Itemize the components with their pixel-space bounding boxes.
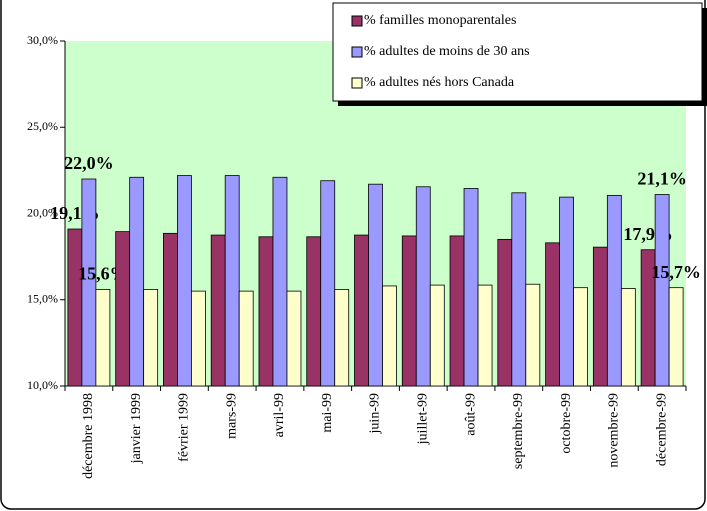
y-tick-label: 30,0% [27, 33, 58, 47]
bar [286, 290, 302, 387]
x-tick-label: octobre-99 [559, 393, 574, 454]
bar [573, 287, 588, 387]
bar [306, 236, 322, 387]
legend-label: % adultes de moins de 30 ans [364, 44, 530, 59]
legend-swatch [351, 15, 363, 27]
legend-box [332, 2, 703, 102]
x-tick-label: mars-99 [224, 393, 239, 439]
bar [477, 284, 493, 387]
bar [606, 194, 622, 387]
bar [463, 188, 479, 387]
bar [545, 242, 560, 387]
plot-area: 10,0%15,0%20,0%25,0%30,0%décembre 199819… [27, 33, 701, 479]
bar [191, 290, 206, 387]
legend-swatch [351, 46, 363, 58]
bar [177, 175, 192, 387]
bar [525, 283, 541, 387]
bar [115, 231, 131, 387]
bar [143, 288, 159, 387]
bar [415, 186, 431, 387]
bar [592, 246, 608, 387]
bar [210, 234, 226, 387]
bar [354, 234, 369, 387]
y-tick-label: 10,0% [27, 378, 58, 392]
y-tick-label: 15,0% [27, 292, 58, 306]
legend-swatch [351, 77, 363, 89]
legend: % familles monoparentales % adultes de mo… [332, 2, 707, 106]
x-tick-label: juillet-99 [415, 393, 430, 445]
x-tick-label: juin-99 [368, 393, 383, 434]
bar [320, 180, 336, 387]
bar [163, 232, 178, 387]
bar [95, 288, 111, 387]
x-tick-label: décembre-99 [654, 393, 669, 466]
bar [129, 176, 145, 387]
bar [224, 175, 240, 387]
y-tick-label: 25,0% [27, 119, 58, 133]
x-tick-label: avril-99 [272, 393, 287, 437]
x-tick-label: janvier 1999 [129, 393, 144, 464]
data-label: 21,1% [637, 169, 687, 189]
x-tick-label: mai-99 [320, 393, 335, 433]
y-tick-label: 20,0% [27, 205, 58, 219]
legend-label: % familles monoparentales [364, 13, 516, 28]
x-tick-label: août-99 [463, 393, 478, 436]
bar [449, 235, 465, 387]
bar [382, 285, 397, 387]
x-tick-label: février 1999 [177, 393, 192, 462]
bar [620, 288, 636, 387]
data-label: 15,7% [651, 262, 701, 282]
data-label: 22,0% [64, 153, 114, 173]
bar [81, 178, 97, 387]
legend-label: % adultes nés hors Canada [364, 75, 515, 90]
x-tick-label: septembre-99 [511, 393, 526, 469]
bar [368, 183, 383, 387]
bar [511, 192, 527, 387]
bar [559, 196, 574, 387]
bar [334, 288, 350, 387]
x-tick-label: décembre 1998 [81, 393, 96, 479]
bar [401, 235, 417, 387]
bar [258, 236, 274, 387]
bar [429, 284, 445, 387]
bar [272, 176, 288, 387]
bar [654, 194, 670, 387]
bar [497, 238, 513, 387]
bar [668, 287, 684, 387]
bar [67, 228, 83, 387]
x-tick-label: novembre-99 [607, 393, 622, 468]
bar [238, 290, 254, 387]
